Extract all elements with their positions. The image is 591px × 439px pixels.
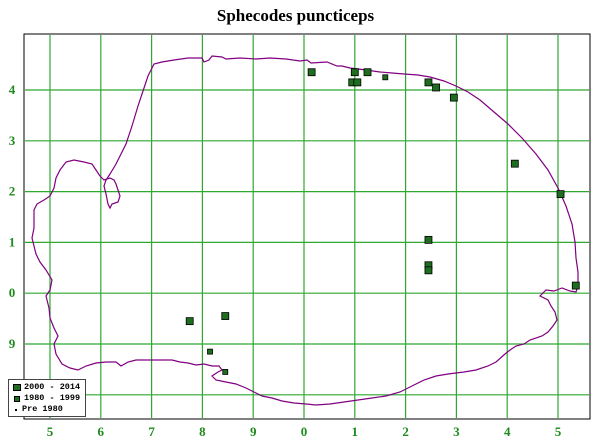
record-marker-2000-2014: [308, 69, 315, 76]
record-marker-2000-2014: [364, 69, 371, 76]
y-axis-labels: 4321098: [9, 82, 16, 402]
legend-item: 1980 - 1999: [13, 393, 85, 404]
record-marker-1980-1999: [208, 349, 213, 354]
x-tick-label: 5: [47, 424, 54, 439]
record-marker-2000-2014: [351, 69, 358, 76]
record-marker-2000-2014: [450, 94, 457, 101]
record-marker-2000-2014: [433, 84, 440, 91]
map-frame: [24, 34, 590, 419]
legend-item: Pre 1980: [13, 404, 85, 415]
y-tick-label: 9: [9, 336, 16, 351]
record-marker-2000-2014: [557, 191, 564, 198]
record-marker-2000-2014: [572, 282, 579, 289]
record-marker-1980-1999: [383, 75, 388, 80]
record-marker-2000-2014: [354, 79, 361, 86]
record-marker-2000-2014: [425, 267, 432, 274]
x-tick-label: 6: [98, 424, 105, 439]
y-tick-label: 4: [9, 82, 16, 97]
x-axis-labels: 5 6 7 8 9 0 1 2 3 4 5: [47, 424, 562, 439]
y-tick-label: 0: [9, 285, 16, 300]
y-tick-label: 2: [9, 184, 16, 199]
record-marker-2000-2014: [186, 318, 193, 325]
medium-square-icon: [14, 396, 20, 402]
record-marker-2000-2014: [425, 236, 432, 243]
legend-label: 2000 - 2014: [24, 382, 80, 393]
y-tick-label: 3: [9, 133, 16, 148]
x-tick-label: 2: [402, 424, 409, 439]
x-tick-label: 0: [301, 424, 308, 439]
legend-item: 2000 - 2014: [13, 382, 85, 393]
x-tick-label: 7: [148, 424, 155, 439]
x-tick-label: 9: [250, 424, 257, 439]
record-marker-2000-2014: [425, 79, 432, 86]
x-tick-label: 8: [199, 424, 206, 439]
record-marker-2000-2014: [511, 160, 518, 167]
legend: 2000 - 2014 1980 - 1999 Pre 1980: [8, 379, 86, 417]
legend-label: Pre 1980: [22, 404, 63, 415]
dot-icon: [15, 409, 17, 411]
record-marker-1980-1999: [223, 369, 228, 374]
large-square-icon: [13, 384, 21, 391]
legend-label: 1980 - 1999: [24, 393, 80, 404]
record-marker-2000-2014: [222, 313, 229, 320]
x-tick-label: 5: [555, 424, 562, 439]
y-tick-label: 1: [9, 234, 16, 249]
x-tick-label: 4: [504, 424, 511, 439]
x-tick-label: 3: [453, 424, 460, 439]
x-tick-label: 1: [352, 424, 359, 439]
